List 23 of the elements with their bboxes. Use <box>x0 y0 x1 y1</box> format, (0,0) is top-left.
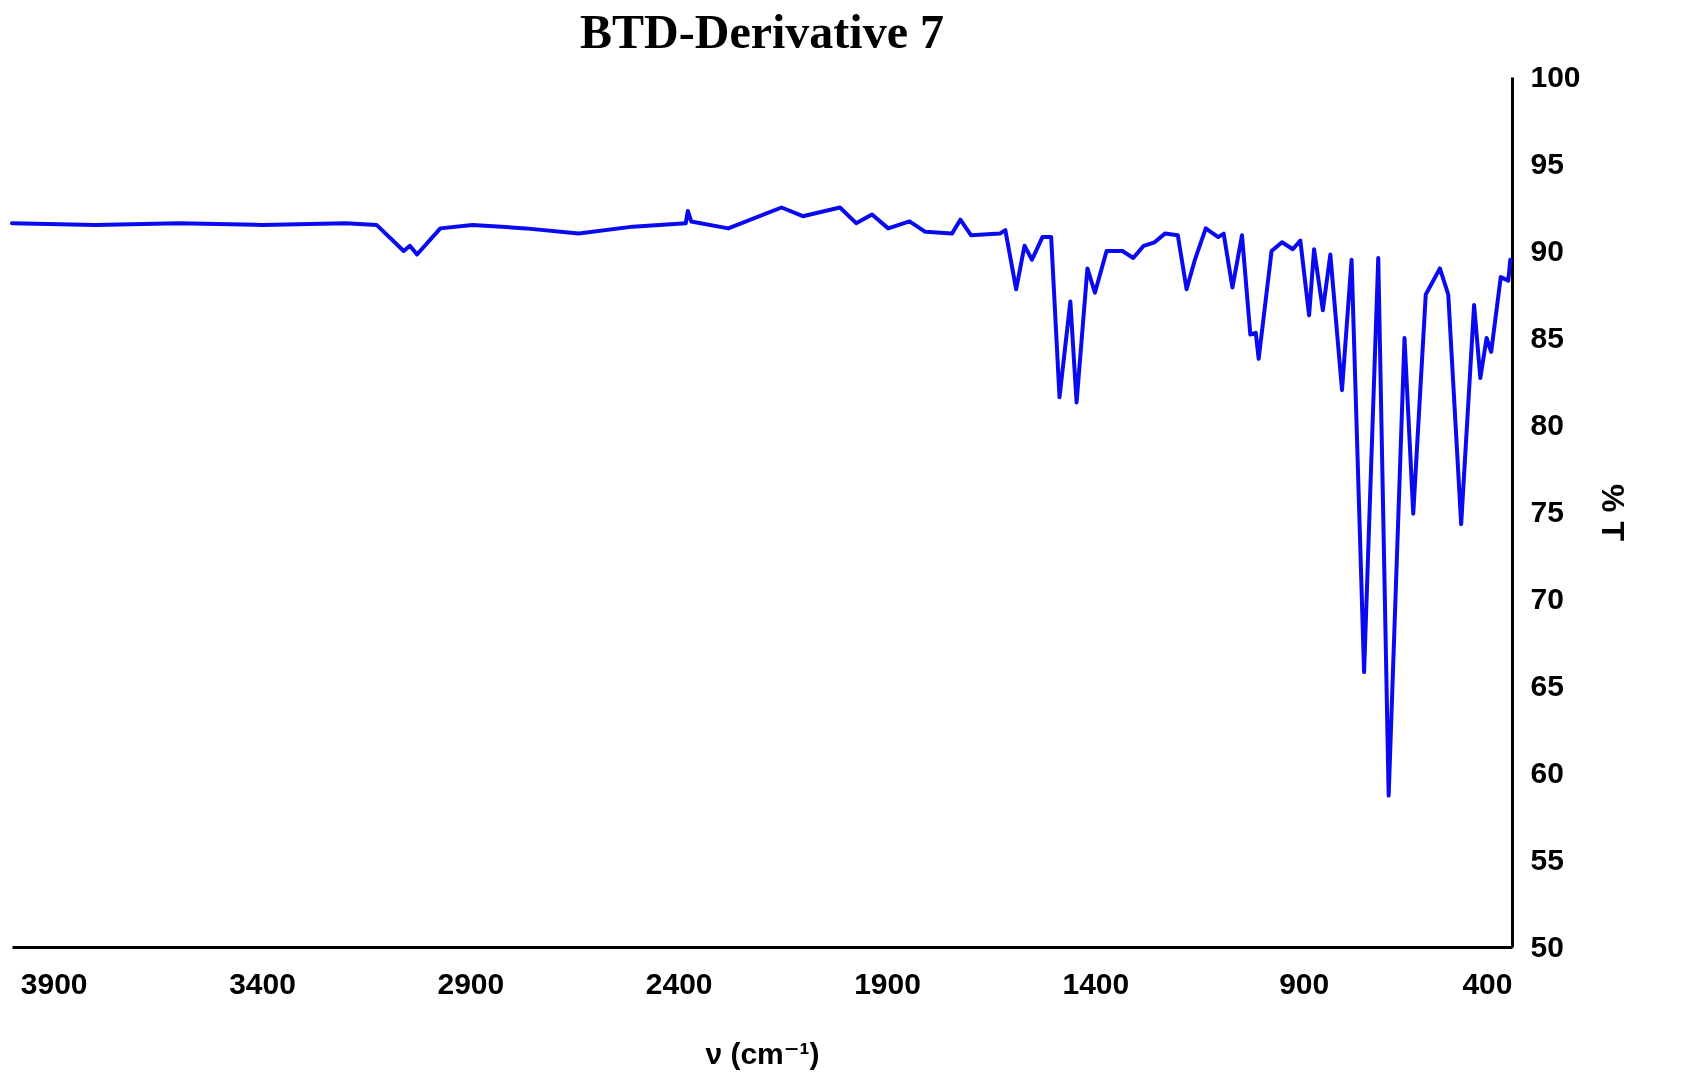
y-tick-label: 80 <box>1530 407 1564 441</box>
y-tick-label: 85 <box>1530 320 1564 354</box>
x-tick-label: 3400 <box>229 966 296 1000</box>
y-tick-label: 75 <box>1530 494 1564 528</box>
y-tick-label: 60 <box>1530 755 1564 789</box>
x-tick-label: 3900 <box>20 966 88 1000</box>
x-tick-label: 2900 <box>437 966 505 1000</box>
y-tick-label: 65 <box>1530 668 1564 702</box>
y-axis-title: % T <box>1594 484 1631 542</box>
x-axis-title: ν (cm⁻¹) <box>705 1036 820 1070</box>
y-tick-label: 90 <box>1530 233 1564 267</box>
x-tick-label: 400 <box>1462 966 1513 1000</box>
y-tick-label: 55 <box>1530 842 1564 876</box>
x-tick-label: 2400 <box>645 966 713 1000</box>
y-tick-label: 50 <box>1530 929 1564 963</box>
line-series <box>10 205 1513 798</box>
y-tick-label: 95 <box>1530 146 1564 180</box>
y-tick-label: 70 <box>1530 581 1564 615</box>
y-tick-label: 100 <box>1530 59 1581 93</box>
x-tick-label: 900 <box>1279 966 1330 1000</box>
x-tick-label: 1400 <box>1062 966 1130 1000</box>
chart-title: BTD-Derivative 7 <box>580 5 944 58</box>
x-tick-label: 1900 <box>854 966 921 1000</box>
